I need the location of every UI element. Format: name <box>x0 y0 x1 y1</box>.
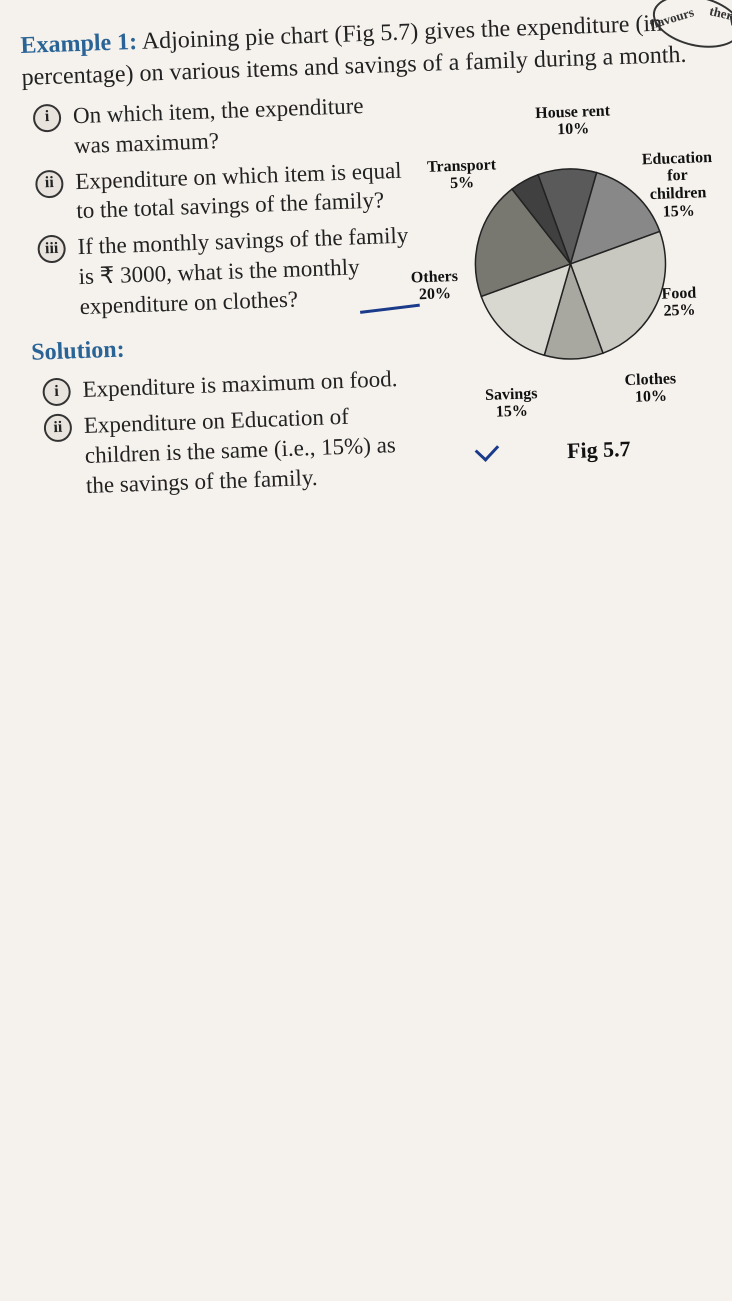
solution-item: i Expenditure is maximum on food. <box>42 363 415 406</box>
corner-text: flavours <box>648 4 696 33</box>
solution-text: Expenditure is maximum on food. <box>82 363 415 404</box>
question-item: ii Expenditure on which item is equal to … <box>35 155 409 228</box>
pie-slice-label: Clothes10% <box>624 370 677 407</box>
roman-marker: i <box>42 377 71 406</box>
roman-marker: i <box>33 103 62 132</box>
roman-marker: ii <box>43 413 72 442</box>
question-text: If the monthly savings of the family is … <box>77 221 412 322</box>
figure-caption: Fig 5.7 <box>567 436 631 464</box>
pie-slice-label: Food25% <box>661 284 697 320</box>
pie-chart-container: House rent10% Education forchildren15% Foo… <box>415 99 727 449</box>
example-label: Example 1: <box>20 29 138 59</box>
pie-slice-label: Education forchildren15% <box>637 149 719 222</box>
question-text: On which item, the expenditure was maxim… <box>73 89 407 160</box>
solution-list: i Expenditure is maximum on food. ii Expend… <box>42 363 418 502</box>
question-text: Expenditure on which item is equal to th… <box>75 155 409 226</box>
pie-slice-label: Others20% <box>411 268 459 305</box>
pie-slice-label: House rent10% <box>535 102 611 140</box>
pen-tick-mark <box>475 437 500 462</box>
roman-marker: ii <box>35 169 64 198</box>
solution-text: Expenditure on Education of children is … <box>83 399 418 500</box>
roman-marker: iii <box>37 235 66 264</box>
question-list: i On which item, the expenditure was maxi… <box>33 89 412 323</box>
pie-slice-label: Savings15% <box>485 385 539 422</box>
question-item: iii If the monthly savings of the family … <box>37 221 412 324</box>
solution-item: ii Expenditure on Education of children i… <box>43 399 418 502</box>
solution-label: Solution: <box>31 326 414 366</box>
pie-slice-label: Transport5% <box>427 156 497 194</box>
question-item: i On which item, the expenditure was maxi… <box>33 89 407 162</box>
